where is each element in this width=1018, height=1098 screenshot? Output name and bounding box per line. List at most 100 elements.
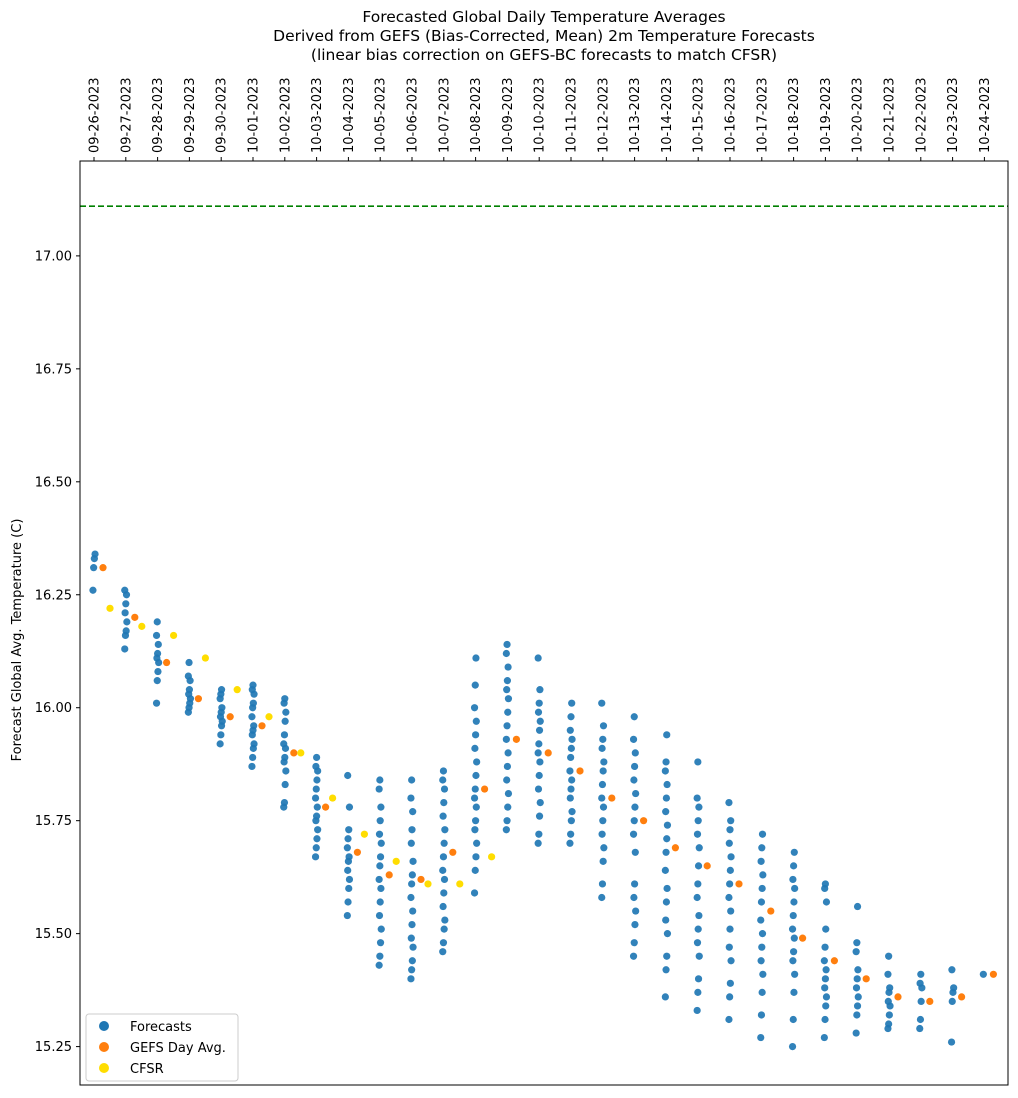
gefs-day-avg-point xyxy=(894,993,902,1001)
y-tick-label: 16.75 xyxy=(35,362,72,377)
forecast-point xyxy=(282,767,290,775)
forecast-point xyxy=(598,893,606,902)
forecast-point xyxy=(790,898,798,906)
x-tick-label: 10-14-2023 xyxy=(660,77,675,153)
forecast-point xyxy=(599,722,608,730)
gefs-day-avg-point xyxy=(163,658,171,667)
forecast-point xyxy=(631,749,639,757)
forecast-point xyxy=(345,875,354,884)
forecast-point xyxy=(408,880,416,888)
forecast-point xyxy=(408,826,416,834)
forecast-point xyxy=(534,785,543,793)
gefs-day-avg-point xyxy=(544,749,552,757)
forecast-point xyxy=(217,686,226,694)
x-tick-label: 10-24-2023 xyxy=(978,77,993,153)
gefs-day-avg-point xyxy=(735,880,743,888)
forecast-point xyxy=(979,970,987,978)
gefs-day-avg-point xyxy=(131,613,139,621)
forecast-point xyxy=(789,875,797,884)
forecast-point xyxy=(375,911,384,920)
forecast-point xyxy=(662,808,670,816)
legend-box xyxy=(85,1013,239,1082)
forecast-point xyxy=(693,1006,701,1015)
forecast-point xyxy=(726,866,734,874)
forecast-point xyxy=(376,898,384,906)
forecast-point xyxy=(534,708,543,716)
forecast-point xyxy=(947,1038,956,1046)
forecast-point xyxy=(758,930,767,938)
forecast-point xyxy=(313,835,321,843)
forecast-point xyxy=(313,776,321,784)
forecast-point xyxy=(821,975,830,983)
forecast-point xyxy=(822,1002,830,1010)
forecast-point xyxy=(853,1011,861,1019)
forecast-point xyxy=(536,758,544,766)
forecast-point xyxy=(694,988,702,996)
forecast-point xyxy=(661,767,669,775)
forecast-point xyxy=(853,1002,862,1010)
gefs-day-avg-point xyxy=(703,862,711,870)
forecast-point xyxy=(440,785,449,793)
forecast-point xyxy=(822,925,830,933)
forecast-point xyxy=(791,970,799,978)
forecast-point xyxy=(790,948,798,956)
forecast-point xyxy=(663,731,671,739)
forecast-point xyxy=(185,686,193,694)
x-tick-label: 10-05-2023 xyxy=(374,77,389,153)
forecast-point xyxy=(757,1011,766,1019)
forecast-point xyxy=(312,762,320,771)
forecast-point xyxy=(630,817,638,825)
plot-layer xyxy=(80,205,1008,1051)
forecast-point xyxy=(185,658,193,667)
forecast-point xyxy=(470,704,479,712)
forecast-point xyxy=(376,853,385,861)
x-tick-label: 10-21-2023 xyxy=(883,77,898,153)
forecast-point xyxy=(152,631,161,640)
forecast-point xyxy=(536,799,544,807)
forecast-point xyxy=(473,839,481,847)
forecast-point xyxy=(822,993,831,1001)
forecast-point xyxy=(662,898,671,906)
forecast-point xyxy=(662,758,670,766)
forecast-point xyxy=(504,708,512,716)
forecast-point xyxy=(663,821,672,829)
forecast-point xyxy=(726,925,734,933)
forecast-point xyxy=(629,952,638,960)
gefs-day-avg-point xyxy=(353,848,361,856)
forecast-point xyxy=(441,916,449,924)
forecast-point xyxy=(566,794,574,802)
y-tick-label: 15.50 xyxy=(35,927,72,942)
forecast-point xyxy=(568,735,576,743)
forecast-point xyxy=(91,550,99,558)
forecast-point xyxy=(535,726,544,734)
legend-label-gefs-day-avg: GEFS Day Avg. xyxy=(130,1041,226,1056)
legend: Forecasts GEFS Day Avg. CFSR xyxy=(85,1013,239,1082)
legend-label-cfsr: CFSR xyxy=(130,1062,164,1077)
forecast-point xyxy=(727,853,735,861)
forecast-point xyxy=(504,749,512,757)
forecast-point xyxy=(568,776,576,784)
forecast-point xyxy=(439,853,448,861)
legend-marker-gefs-day-avg xyxy=(99,1042,109,1052)
forecast-point xyxy=(917,997,925,1006)
forecast-point xyxy=(630,939,638,947)
forecast-point xyxy=(884,970,892,978)
forecast-point xyxy=(471,744,479,752)
forecast-point xyxy=(885,1011,893,1019)
forecast-point xyxy=(123,618,131,626)
forecast-point xyxy=(916,979,924,987)
gefs-day-avg-point xyxy=(640,817,648,825)
forecast-point xyxy=(663,780,671,789)
forecast-point xyxy=(822,966,830,974)
forecast-point xyxy=(375,961,383,969)
forecast-point xyxy=(345,826,353,834)
forecast-point xyxy=(631,762,639,771)
forecast-point xyxy=(662,966,670,974)
forecast-point xyxy=(121,586,129,594)
forecast-point xyxy=(725,1015,733,1024)
forecast-point xyxy=(694,975,703,983)
forecast-point xyxy=(154,640,162,649)
forecast-point xyxy=(407,934,415,942)
x-tick-label: 10-02-2023 xyxy=(278,77,293,153)
forecast-point xyxy=(757,916,765,924)
